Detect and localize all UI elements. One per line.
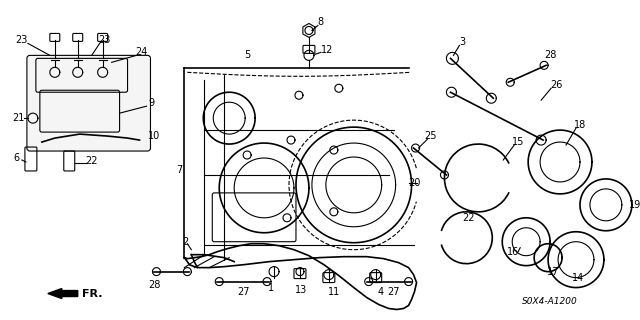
Text: 1: 1 <box>268 283 274 292</box>
Text: 15: 15 <box>512 137 524 147</box>
Text: 25: 25 <box>424 131 436 141</box>
Polygon shape <box>48 289 77 299</box>
Text: 6: 6 <box>13 153 19 163</box>
Text: 23: 23 <box>99 36 111 45</box>
Text: 28: 28 <box>544 50 556 60</box>
Text: 18: 18 <box>574 120 586 130</box>
Text: 28: 28 <box>148 280 161 290</box>
Text: 10: 10 <box>148 131 161 141</box>
FancyBboxPatch shape <box>27 55 150 151</box>
Text: 13: 13 <box>295 284 307 294</box>
Text: 7: 7 <box>176 165 182 175</box>
Text: 19: 19 <box>628 200 640 210</box>
Text: 27: 27 <box>387 286 400 297</box>
Text: 16: 16 <box>507 247 519 257</box>
Text: 4: 4 <box>378 286 384 297</box>
Text: 12: 12 <box>321 45 333 55</box>
Text: 17: 17 <box>547 267 559 276</box>
Text: 11: 11 <box>328 286 340 297</box>
Text: 2: 2 <box>182 237 189 247</box>
Text: 20: 20 <box>408 178 420 188</box>
Text: 22: 22 <box>462 213 475 223</box>
Text: S0X4-A1200: S0X4-A1200 <box>522 297 578 306</box>
Text: 23: 23 <box>16 36 28 45</box>
Text: 5: 5 <box>244 50 250 60</box>
Text: FR.: FR. <box>82 289 102 299</box>
Text: 21: 21 <box>12 113 24 123</box>
Text: 9: 9 <box>148 98 154 108</box>
Text: 3: 3 <box>460 37 465 47</box>
Text: 8: 8 <box>318 18 324 28</box>
Text: 26: 26 <box>550 80 563 90</box>
Text: 22: 22 <box>85 156 98 166</box>
Text: 27: 27 <box>237 286 250 297</box>
Text: 24: 24 <box>135 47 148 57</box>
Text: 14: 14 <box>572 273 584 283</box>
